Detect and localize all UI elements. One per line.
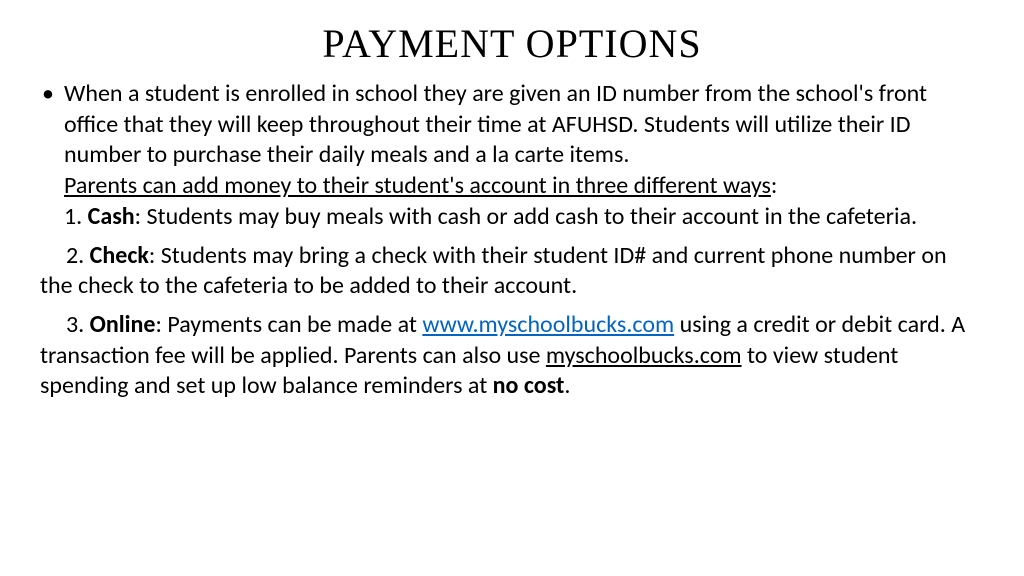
slide-content: • When a student is enrolled in school t…: [40, 79, 984, 402]
item2-para: 2. Check: Students may bring a check wit…: [40, 241, 984, 302]
ways-heading: Parents can add money to their student's…: [64, 171, 771, 200]
bullet-marker: •: [40, 79, 64, 233]
bullet-item: • When a student is enrolled in school t…: [40, 79, 984, 233]
item3-pre: : Payments can be made at: [156, 310, 423, 339]
myschoolbucks-underline: myschoolbucks.com: [546, 341, 742, 370]
ways-colon: :: [771, 171, 777, 200]
item3-num: 3.: [40, 310, 90, 339]
item3-label: Online: [90, 310, 156, 339]
item2-num: 2.: [40, 241, 90, 270]
item2-label: Check: [90, 241, 149, 270]
myschoolbucks-link[interactable]: www.myschoolbucks.com: [422, 310, 674, 339]
item2-text: : Students may bring a check with their …: [40, 241, 947, 301]
no-cost-text: no cost: [493, 371, 565, 400]
slide-container: PAYMENT OPTIONS • When a student is enro…: [0, 0, 1024, 576]
item3-para: 3. Online: Payments can be made at www.m…: [40, 310, 984, 402]
intro-text: When a student is enrolled in school the…: [64, 79, 927, 169]
item1-label: Cash: [88, 202, 135, 231]
item3-period: .: [564, 371, 570, 400]
bullet-text: When a student is enrolled in school the…: [64, 79, 984, 233]
slide-title: PAYMENT OPTIONS: [40, 20, 984, 67]
item1-text: : Students may buy meals with cash or ad…: [135, 202, 917, 231]
item1-num: 1.: [64, 202, 88, 231]
